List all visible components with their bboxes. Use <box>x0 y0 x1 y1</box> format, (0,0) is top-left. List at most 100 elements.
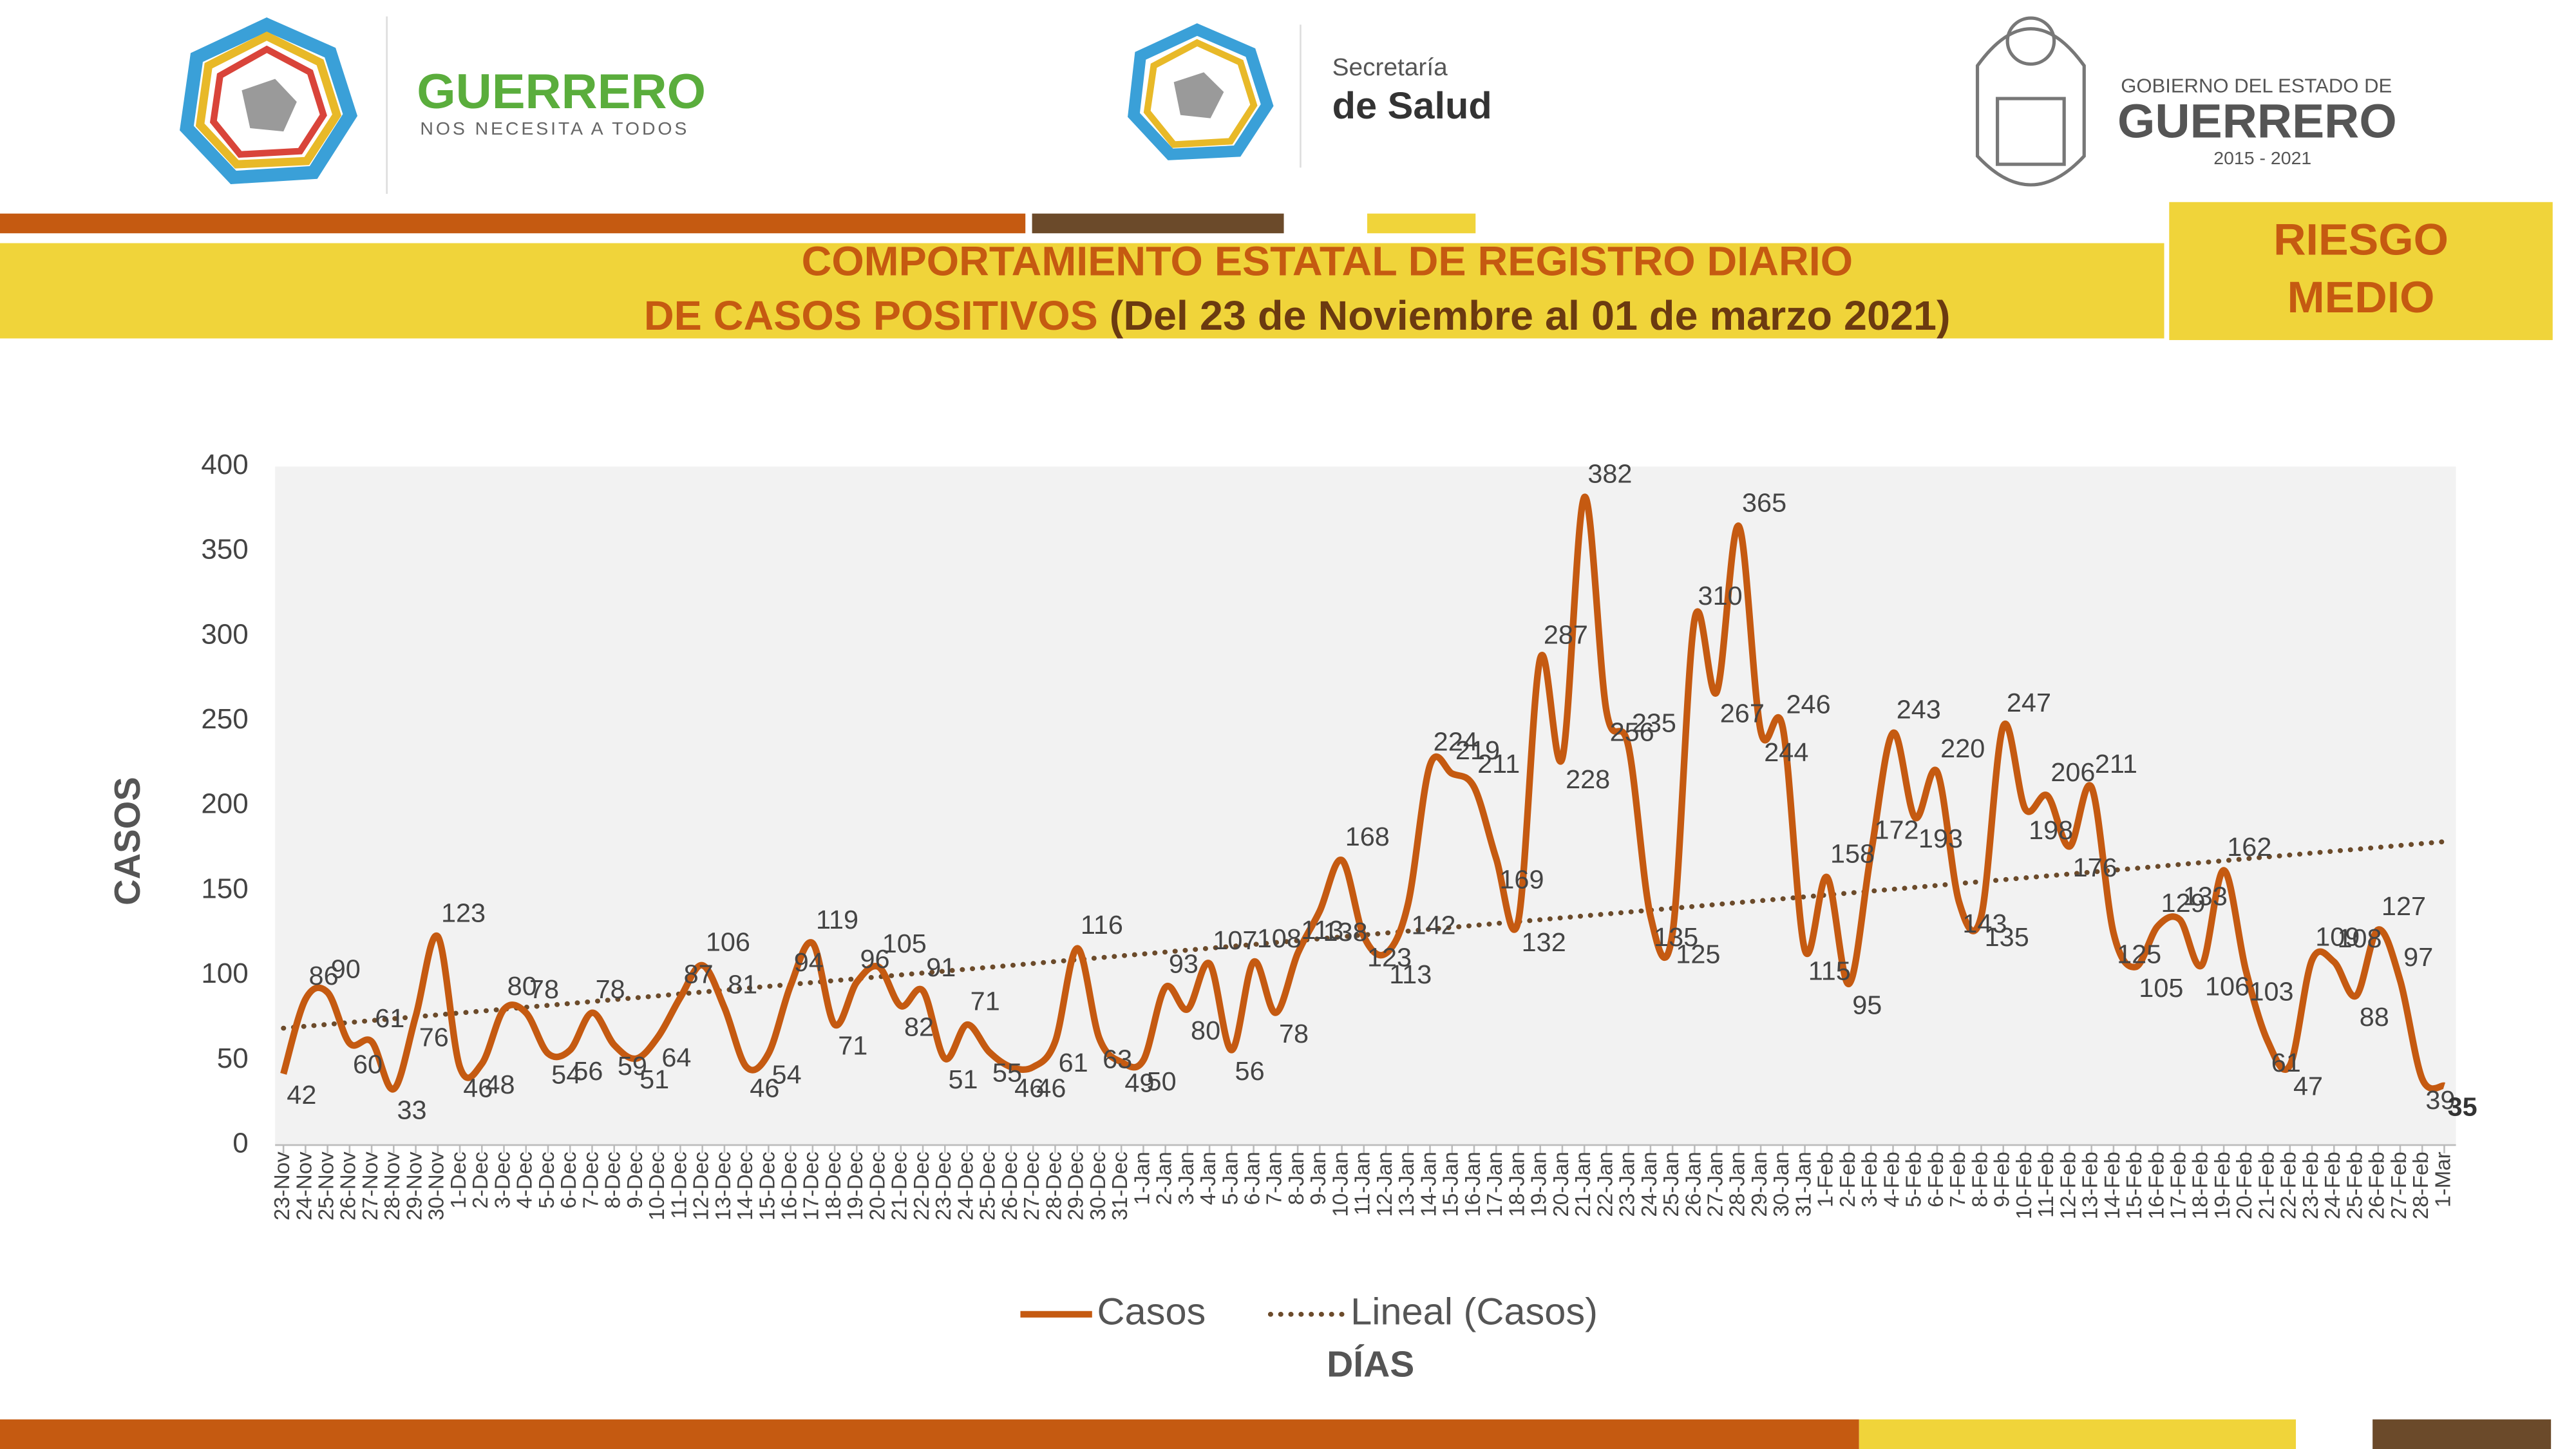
x-tick-label: 28-Nov <box>381 1151 404 1220</box>
guerrero-logo <box>180 17 358 184</box>
salud-logo <box>1128 23 1274 160</box>
data-label: 54 <box>551 1060 581 1090</box>
data-label: 365 <box>1742 488 1786 518</box>
x-tick-label: 10-Dec <box>645 1151 669 1220</box>
risk-level: MEDIO <box>2287 272 2434 321</box>
x-tick-label: 23-Dec <box>932 1151 956 1220</box>
data-label: 138 <box>1323 917 1368 947</box>
data-label: 82 <box>904 1012 934 1042</box>
data-label: 61 <box>2271 1048 2301 1077</box>
x-tick-label: 25-Jan <box>1660 1151 1683 1217</box>
legend-label: Lineal (Casos) <box>1350 1290 1598 1333</box>
data-label: 116 <box>1081 910 1123 940</box>
data-label: 129 <box>2161 888 2206 918</box>
data-label: 256 <box>1610 717 1654 747</box>
x-tick-label: 29-Jan <box>1748 1151 1772 1217</box>
data-label: 132 <box>1522 927 1566 957</box>
data-label: 198 <box>2029 815 2073 845</box>
x-tick-label: 13-Feb <box>2078 1151 2102 1219</box>
x-tick-label: 20-Jan <box>1549 1151 1573 1217</box>
data-label: 48 <box>485 1070 515 1099</box>
data-label: 60 <box>353 1050 383 1079</box>
x-tick-label: 7-Feb <box>1946 1151 1970 1208</box>
x-tick-label: 3-Jan <box>1175 1151 1198 1205</box>
data-label: 61 <box>375 1003 404 1033</box>
banner-subtitle: DE CASOS POSITIVOS (Del 23 de Noviembre … <box>644 292 1951 338</box>
data-label: 267 <box>1720 699 1765 728</box>
x-tick-label: 25-Feb <box>2343 1151 2367 1219</box>
data-label: 54 <box>772 1060 802 1090</box>
data-label: 135 <box>1985 922 2029 952</box>
data-label: 33 <box>397 1095 426 1125</box>
deco-bar <box>1367 213 1476 234</box>
x-tick-label: 27-Dec <box>1020 1151 1044 1220</box>
x-tick-label: 14-Feb <box>2101 1151 2125 1219</box>
risk-label: RIESGO <box>2273 214 2448 264</box>
data-label: 115 <box>1808 956 1851 986</box>
data-label: 220 <box>1940 734 1985 763</box>
data-label: 71 <box>971 987 1000 1016</box>
data-label: 71 <box>838 1031 867 1061</box>
data-label: 105 <box>882 929 927 958</box>
x-tick-label: 30-Jan <box>1770 1151 1794 1217</box>
x-tick-label: 12-Jan <box>1373 1151 1397 1217</box>
x-tick-label: 9-Jan <box>1307 1151 1331 1205</box>
logo-line2: GUERRERO <box>2117 95 2397 147</box>
deco-bar <box>0 1419 1859 1449</box>
data-label: 108 <box>1257 923 1302 953</box>
risk-box <box>2169 202 2553 341</box>
data-label: 287 <box>1544 620 1588 650</box>
data-label: 35 <box>2448 1092 2477 1122</box>
data-label: 143 <box>1962 909 2007 938</box>
data-label: 107 <box>1213 925 1257 955</box>
x-tick-label: 8-Jan <box>1285 1151 1309 1205</box>
x-tick-label: 22-Feb <box>2277 1151 2300 1219</box>
data-label: 51 <box>948 1065 978 1094</box>
x-tick-label: 8-Dec <box>601 1151 625 1208</box>
x-tick-label: 21-Feb <box>2255 1151 2278 1219</box>
x-tick-label: 27-Nov <box>359 1151 383 1220</box>
x-tick-label: 29-Dec <box>1064 1151 1088 1220</box>
y-tick-label: 200 <box>201 788 248 820</box>
data-label: 56 <box>1235 1056 1265 1086</box>
data-label: 113 <box>1389 960 1432 989</box>
y-tick-label: 50 <box>217 1043 249 1074</box>
x-tick-label: 22-Jan <box>1593 1151 1617 1217</box>
y-tick-label: 150 <box>201 873 248 905</box>
x-tick-label: 24-Feb <box>2321 1151 2345 1219</box>
data-label: 78 <box>596 975 625 1005</box>
data-label: 142 <box>1411 911 1455 940</box>
data-label: 246 <box>1786 690 1831 719</box>
data-label: 123 <box>1367 943 1412 972</box>
x-tick-label: 17-Dec <box>800 1151 824 1220</box>
x-tick-label: 2-Feb <box>1836 1151 1860 1208</box>
y-tick-label: 350 <box>201 534 248 565</box>
x-tick-label: 18-Feb <box>2189 1151 2213 1219</box>
banner-title: COMPORTAMIENTO ESTATAL DE REGISTRO DIARI… <box>802 238 1853 284</box>
x-tick-label: 2-Dec <box>469 1151 493 1208</box>
x-tick-label: 5-Jan <box>1218 1151 1242 1205</box>
data-label: 113 <box>1301 915 1343 945</box>
data-label: 46 <box>750 1074 779 1103</box>
x-tick-label: 17-Jan <box>1483 1151 1507 1217</box>
data-label: 80 <box>507 971 537 1001</box>
data-label: 228 <box>1566 764 1610 794</box>
deco-bar <box>0 213 1026 234</box>
data-label: 106 <box>2205 972 2249 1001</box>
data-label: 244 <box>1764 737 1808 767</box>
x-tick-label: 3-Dec <box>491 1151 515 1208</box>
x-tick-label: 26-Nov <box>337 1151 361 1220</box>
legend-label: Casos <box>1097 1290 1206 1333</box>
x-tick-label: 27-Feb <box>2387 1151 2411 1219</box>
data-label: 78 <box>1279 1019 1309 1048</box>
x-tick-label: 20-Feb <box>2233 1151 2257 1219</box>
x-tick-label: 26-Feb <box>2365 1151 2389 1219</box>
data-label: 247 <box>2007 688 2051 717</box>
x-tick-label: 10-Feb <box>2012 1151 2036 1219</box>
y-tick-label: 250 <box>201 703 248 735</box>
x-tick-label: 6-Feb <box>1924 1151 1948 1208</box>
x-tick-label: 4-Dec <box>513 1151 536 1208</box>
data-label: 47 <box>2293 1072 2323 1101</box>
x-tick-label: 30-Nov <box>424 1151 448 1220</box>
data-label: 125 <box>1676 940 1720 969</box>
